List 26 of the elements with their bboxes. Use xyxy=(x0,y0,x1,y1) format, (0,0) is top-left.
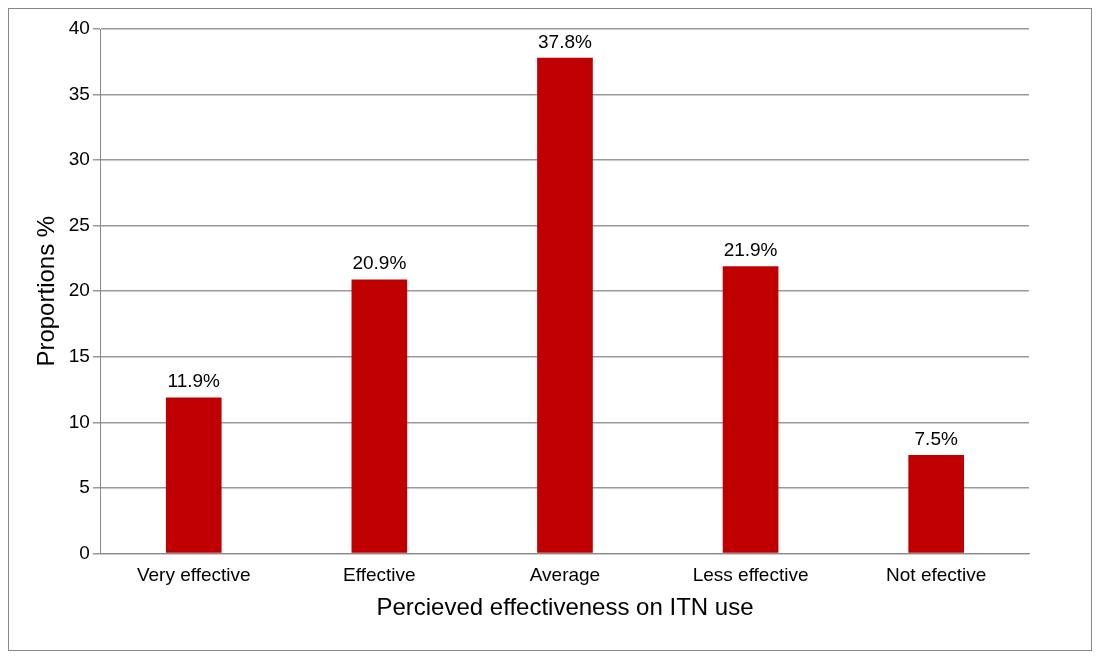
y-tick-label: 35 xyxy=(68,82,90,104)
y-tick-label: 15 xyxy=(68,344,90,366)
y-tick-label: 10 xyxy=(68,410,90,432)
x-tick-label: Very effective xyxy=(136,564,251,586)
x-axis-title: Percieved effectiveness on ITN use xyxy=(376,593,754,621)
y-tick-label: 25 xyxy=(68,213,90,235)
data-label: 37.8% xyxy=(538,30,593,52)
y-tick-label: 30 xyxy=(68,148,90,170)
x-tick-label: Average xyxy=(529,564,601,586)
data-label: 20.9% xyxy=(352,252,407,274)
x-tick-label: Effective xyxy=(343,564,416,586)
data-label: 7.5% xyxy=(914,427,958,449)
x-tick-label: Not efective xyxy=(886,564,987,586)
y-tick-label: 5 xyxy=(79,476,90,498)
bar xyxy=(165,397,222,553)
x-tick-label: Less effective xyxy=(692,564,809,586)
bar xyxy=(722,266,779,553)
bar xyxy=(908,455,965,553)
y-tick-label: 20 xyxy=(68,279,90,301)
y-tick-label: 40 xyxy=(68,17,90,39)
bar xyxy=(351,279,408,553)
bar xyxy=(537,57,593,553)
data-label: 11.9% xyxy=(167,370,221,392)
y-tick-label: 0 xyxy=(79,541,90,563)
data-label: 21.9% xyxy=(723,239,778,261)
y-axis-title: Proportions % xyxy=(32,215,60,367)
